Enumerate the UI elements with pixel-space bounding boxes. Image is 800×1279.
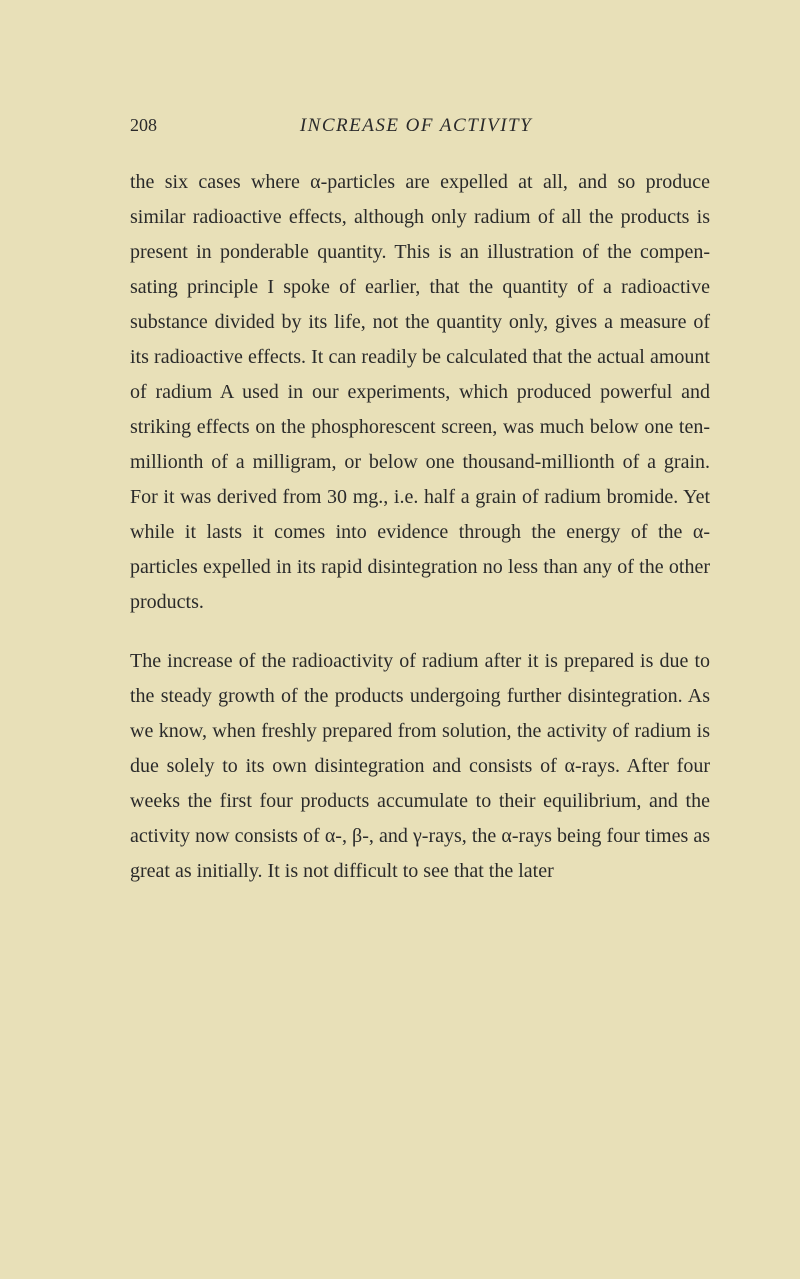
page-header: 208 INCREASE OF ACTIVITY [130, 115, 710, 137]
page-number: 208 [130, 115, 157, 137]
paragraph-2: The increase of the radioactivity of rad… [130, 644, 710, 889]
paragraph-1: the six cases where α-particles are expe… [130, 165, 710, 620]
page-title: INCREASE OF ACTIVITY [157, 115, 675, 137]
